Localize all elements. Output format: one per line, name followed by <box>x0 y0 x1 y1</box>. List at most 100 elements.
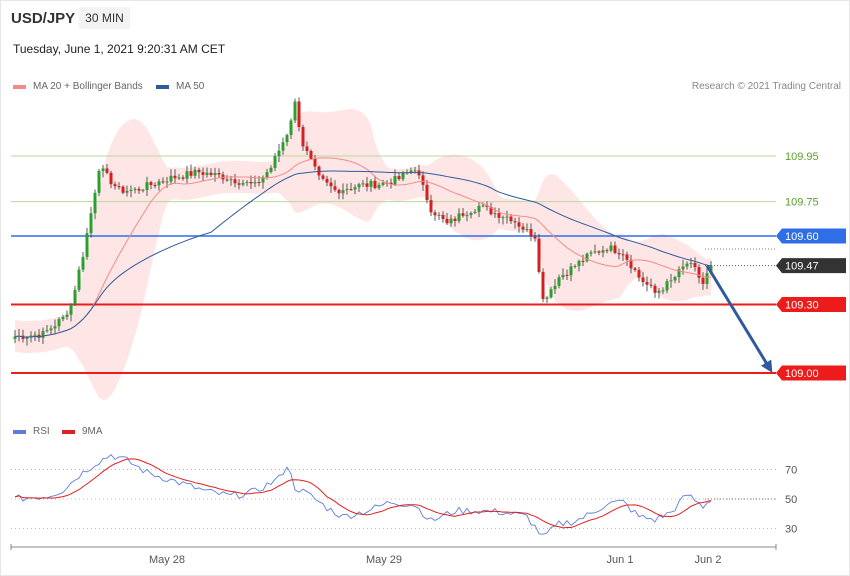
legend-9ma: 9MA <box>62 426 103 437</box>
candle-body <box>665 281 669 291</box>
candle-body <box>277 150 281 157</box>
candle-body <box>357 184 361 188</box>
candle-body <box>125 190 129 193</box>
candle-body <box>389 182 393 185</box>
forecast-arrow <box>705 264 773 373</box>
candle-body <box>201 172 205 175</box>
candle-body <box>45 330 49 332</box>
candle-body <box>561 274 565 278</box>
candle-body <box>325 178 329 183</box>
candle-body <box>281 142 285 151</box>
legend-ma50: MA 50 <box>156 81 204 92</box>
candle-body <box>693 263 697 268</box>
price-tag-label-109.47: 109.47 <box>785 261 819 273</box>
candle-body <box>181 177 185 179</box>
candle-body <box>605 250 609 252</box>
candle-body <box>505 216 509 218</box>
candle-body <box>301 126 305 147</box>
candle-body <box>93 192 97 214</box>
candle-body <box>641 277 645 283</box>
x-tick-label-Jun-2: Jun 2 <box>695 554 722 566</box>
candle-body <box>589 252 593 254</box>
candle-body <box>521 226 525 230</box>
candle-body <box>601 250 605 253</box>
credit-label: Research © 2021 Trading Central <box>691 81 841 92</box>
legend-9ma-swatch <box>62 429 75 434</box>
ma20-line <box>14 157 712 338</box>
candle-body <box>253 182 257 184</box>
candle-body <box>57 319 61 327</box>
candle-body <box>345 189 349 191</box>
candle-body <box>649 284 653 286</box>
candle-body <box>681 266 685 270</box>
candle-body <box>477 205 481 212</box>
x-tick-label-May-28: May 28 <box>149 554 185 566</box>
candle-body <box>61 316 65 320</box>
candle-body <box>689 263 693 265</box>
pair-title: USD/JPY <box>11 10 76 27</box>
candle-body <box>341 190 345 194</box>
bollinger-band <box>15 109 711 401</box>
candle-body <box>129 189 133 191</box>
legend-ma50-label: MA 50 <box>176 81 205 92</box>
candle-body <box>489 206 493 215</box>
candle-body <box>165 181 169 183</box>
candle-body <box>189 171 193 176</box>
legend-rsi-swatch <box>13 429 26 434</box>
candle-body <box>53 326 57 329</box>
candle-body <box>677 269 681 278</box>
candle-body <box>233 179 237 184</box>
candle-body <box>701 277 705 284</box>
candle-body <box>449 218 453 224</box>
candle-body <box>257 182 261 184</box>
candle-body <box>393 176 397 185</box>
candle-body <box>569 266 573 276</box>
candle-body <box>425 184 429 201</box>
candle-body <box>461 213 465 216</box>
candle-body <box>513 221 517 223</box>
candle-body <box>141 190 145 192</box>
candle-body <box>553 285 557 290</box>
candle-body <box>101 168 105 172</box>
candle-body <box>13 336 17 339</box>
candle-body <box>133 188 137 190</box>
candle-body <box>333 186 337 190</box>
timeframe-button[interactable]: 30 MIN <box>79 7 130 29</box>
candle-body <box>465 215 469 217</box>
candle-body <box>137 188 141 191</box>
candle-body <box>429 200 433 213</box>
price-tag-label-109.00: 109.00 <box>785 368 819 380</box>
rsi-tick-30: 30 <box>785 524 797 536</box>
candle-body <box>361 183 365 185</box>
candle-body <box>105 168 109 173</box>
candle-body <box>509 216 513 222</box>
candle-body <box>469 213 473 216</box>
price-tag-label-109.30: 109.30 <box>785 299 819 311</box>
candle-body <box>369 180 373 187</box>
candle-body <box>261 177 265 183</box>
rsi-tick-70: 70 <box>785 465 797 477</box>
candle-body <box>73 289 77 305</box>
candle-body <box>149 182 153 185</box>
candle-body <box>145 182 149 191</box>
rsi-line <box>14 454 712 535</box>
candle-body <box>273 156 277 168</box>
legend-ma50-swatch <box>156 84 169 89</box>
candle-body <box>557 277 561 286</box>
candle-body <box>245 181 249 183</box>
candle-body <box>445 218 449 224</box>
candle-body <box>549 289 553 298</box>
candle-body <box>113 184 117 187</box>
candle-body <box>441 214 445 219</box>
candle-body <box>193 169 197 176</box>
candle-body <box>41 331 45 338</box>
price-tag-109.00 <box>776 365 846 381</box>
candle-body <box>705 273 709 284</box>
price-tag-109.47 <box>776 258 846 274</box>
candle-body <box>669 280 673 282</box>
candle-body <box>313 158 317 167</box>
candle-body <box>409 170 413 173</box>
rsi-tick-50: 50 <box>785 494 797 506</box>
legend-9ma-label: 9MA <box>82 426 103 437</box>
candle-body <box>321 175 325 179</box>
